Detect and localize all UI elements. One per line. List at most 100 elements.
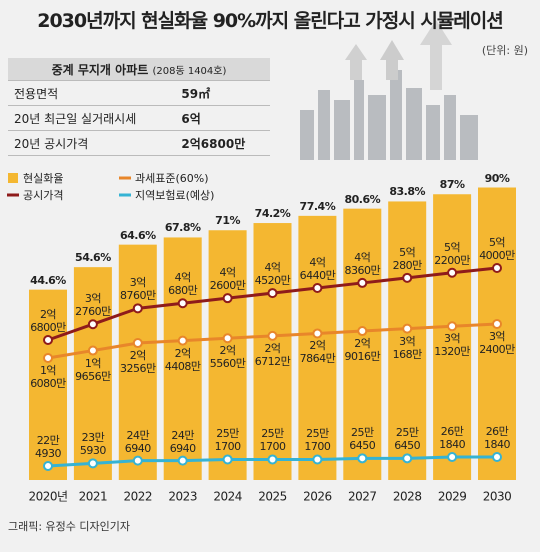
x-tick-label: 2022 <box>123 489 153 504</box>
value-label: 3억 168만 <box>392 334 423 361</box>
rate-label: 71% <box>215 214 241 228</box>
value-label: 25만 6450 <box>394 426 421 453</box>
x-tick-label: 2030 <box>482 489 512 504</box>
x-tick-label: 2027 <box>348 489 377 504</box>
point <box>402 272 413 283</box>
bar <box>343 208 382 480</box>
table-subtitle: (208동 1404호) <box>152 65 227 77</box>
rate-label: 54.6% <box>75 251 111 265</box>
legend-label: 공시가격 <box>23 189 64 202</box>
value-label: 26만 1840 <box>484 425 511 451</box>
row-value: 6억 <box>175 105 270 131</box>
point <box>312 454 323 465</box>
value-label: 4억 680만 <box>168 271 198 298</box>
bar <box>118 244 157 480</box>
rate-label: 74.2% <box>254 207 291 221</box>
value-label: 2억 7864만 <box>299 339 336 366</box>
value-label: 1억 6080만 <box>30 364 66 390</box>
point <box>447 321 458 332</box>
point <box>492 263 502 273</box>
info-table: 중계 무지개 아파트 (208동 1404호) 전용면적 59㎡ 20년 최근일 … <box>8 58 270 156</box>
point <box>222 454 233 465</box>
credit: 그래픽: 유정수 디자인기자 <box>8 520 131 533</box>
value-label: 24만 6940 <box>124 428 152 455</box>
value-label: 25만 1700 <box>259 427 287 454</box>
cityscape <box>300 20 478 160</box>
bar <box>478 187 516 480</box>
value-label: 3억 2760만 <box>75 292 111 319</box>
value-label: 25만 1700 <box>214 427 242 454</box>
point <box>222 293 233 304</box>
rate-label: 77.4% <box>299 199 336 213</box>
row-value: 59㎡ <box>175 80 270 106</box>
value-label: 2억 6800만 <box>30 308 66 334</box>
value-label: 3억 8760만 <box>119 276 156 303</box>
value-label: 2억 9016만 <box>344 337 381 364</box>
legend-swatch <box>8 173 18 183</box>
point <box>132 338 143 349</box>
point <box>43 335 53 345</box>
x-tick-label: 2020년 <box>28 489 68 504</box>
x-tick-label: 2028 <box>392 489 422 504</box>
x-tick-label: 2026 <box>303 489 332 504</box>
rate-label: 90% <box>484 171 510 185</box>
unit-note: (단위: 원) <box>481 44 528 57</box>
rate-label: 67.8% <box>164 221 201 235</box>
row-value: 2억6800만 <box>175 130 270 156</box>
bar <box>29 289 67 480</box>
value-label: 5억 280만 <box>392 245 423 272</box>
legend-label: 과세표준(60%) <box>135 172 209 185</box>
point <box>447 452 458 462</box>
legend-label: 현실화율 <box>23 172 64 185</box>
rate-label: 44.6% <box>30 273 66 287</box>
value-label: 3억 1320만 <box>434 332 470 359</box>
point <box>447 267 458 278</box>
value-label: 4억 4520만 <box>254 261 291 288</box>
legend-label: 지역보험료(예상) <box>135 189 215 202</box>
bar <box>388 201 427 480</box>
bar <box>298 215 337 480</box>
row-label: 20년 공시가격 <box>8 130 176 156</box>
x-tick-label: 2025 <box>258 489 287 504</box>
value-label: 26만 1840 <box>439 425 466 451</box>
table-title: 중계 무지개 아파트 <box>51 62 149 77</box>
value-label: 5억 4000만 <box>479 236 515 262</box>
point <box>177 298 188 309</box>
bar <box>73 267 112 480</box>
value-label: 4억 2600만 <box>209 266 246 293</box>
bar <box>163 237 202 480</box>
point <box>357 326 368 337</box>
value-label: 23만 5930 <box>79 431 107 458</box>
value-label: 22만 4930 <box>35 434 62 460</box>
row-label: 전용면적 <box>8 80 176 106</box>
point <box>267 454 278 465</box>
rate-label: 83.8% <box>389 185 426 199</box>
x-tick-label: 2021 <box>78 489 108 504</box>
chart-title: 2030년까지 현실화율 90%까지 올린다고 가정시 시뮬레이션 <box>37 10 504 32</box>
point <box>132 303 143 314</box>
point <box>312 328 323 339</box>
point <box>267 288 278 299</box>
rate-label: 64.6% <box>119 228 156 242</box>
x-tick-label: 2023 <box>168 489 197 504</box>
point <box>492 452 502 462</box>
rate-label: 80.6% <box>344 192 381 206</box>
bar <box>433 194 472 480</box>
point <box>87 319 98 330</box>
value-label: 2억 4408만 <box>164 346 201 373</box>
rate-label: 87% <box>439 178 465 192</box>
x-tick-label: 2024 <box>213 489 242 504</box>
value-label: 4억 6440만 <box>299 256 336 282</box>
point <box>357 277 368 288</box>
point <box>267 330 278 341</box>
value-label: 25만 1700 <box>304 427 331 454</box>
point <box>177 455 188 466</box>
point <box>402 453 413 464</box>
point <box>492 319 502 329</box>
value-label: 1억 9656만 <box>75 356 111 383</box>
point <box>402 323 413 334</box>
point <box>87 458 98 469</box>
point <box>177 335 188 346</box>
value-label: 3억 2400만 <box>479 330 515 356</box>
